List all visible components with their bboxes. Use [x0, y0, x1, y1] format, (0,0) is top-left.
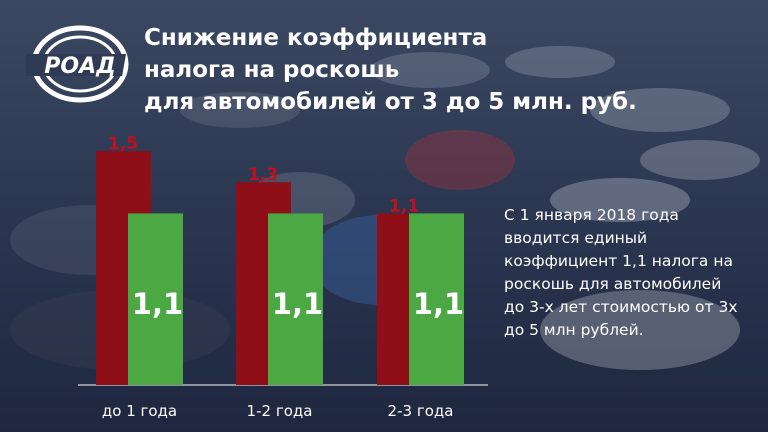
category-label-1: до 1 года — [102, 402, 177, 420]
bar-series2-1 — [128, 213, 183, 385]
title-line-3: для автомобилей от 3 до 5 млн. руб. — [144, 89, 637, 115]
bar-series2-3 — [409, 213, 464, 385]
bar-series2-2 — [268, 213, 323, 385]
chart-title: Снижение коэффициента налога на роскошь … — [144, 22, 664, 118]
data-label-series1-1: 1,5 — [108, 134, 138, 154]
road-logo: РОАД — [26, 25, 129, 103]
data-label-series2-3: 1,1 — [413, 287, 464, 321]
description-text: С 1 января 2018 года вводится единый коэ… — [504, 206, 738, 339]
data-label-series2-2: 1,1 — [272, 287, 323, 321]
data-label-series1-2: 1,3 — [248, 165, 278, 185]
title-line-2: налога на роскошь — [144, 57, 400, 83]
category-label-3: 2-3 года — [388, 402, 454, 420]
category-label-2: 1-2 года — [247, 402, 313, 420]
data-label-series2-1: 1,1 — [132, 287, 183, 321]
data-label-series1-3: 1,1 — [389, 196, 419, 216]
title-line-1: Снижение коэффициента — [144, 25, 488, 51]
logo-text: РОАД — [44, 54, 115, 79]
